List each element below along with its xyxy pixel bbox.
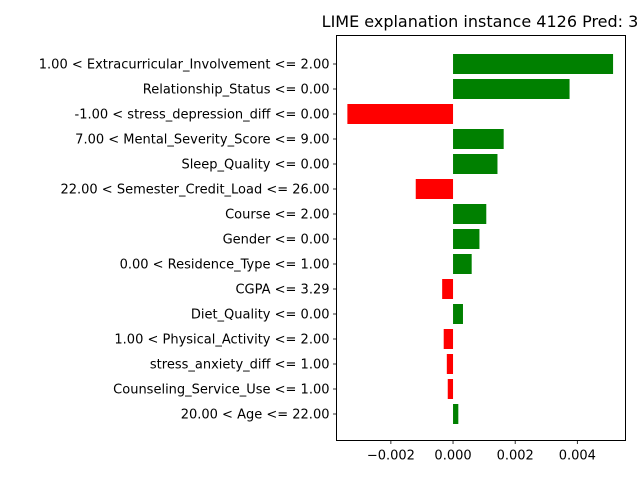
x-tick-label: 0.000: [434, 449, 471, 464]
x-ticks: −0.002 0.000 0.002 0.004: [367, 440, 596, 464]
x-tick-label: 0.002: [497, 449, 534, 464]
bar: [446, 354, 454, 374]
axes-frame: [336, 35, 626, 441]
y-tick-label: 0.00 < Residence_Type <= 1.00: [120, 258, 330, 273]
y-tick-labels: 1.00 < Extracurricular_Involvement <= 2.…: [39, 58, 337, 423]
bar: [453, 254, 472, 274]
bar: [453, 154, 498, 174]
bar: [453, 54, 614, 74]
y-tick-label: Diet_Quality <= 0.00: [191, 308, 330, 323]
bars-group: [347, 54, 614, 424]
y-tick-label: 1.00 < Extracurricular_Involvement <= 2.…: [39, 58, 330, 73]
y-tick-label: Course <= 2.00: [225, 208, 329, 223]
bar: [453, 204, 487, 224]
y-tick-label: 22.00 < Semester_Credit_Load <= 26.00: [60, 183, 329, 198]
bar: [443, 329, 454, 349]
y-tick-label: Sleep_Quality <= 0.00: [181, 158, 329, 173]
y-tick-label: CGPA <= 3.29: [235, 283, 329, 298]
y-tick-label: 20.00 < Age <= 22.00: [181, 408, 330, 423]
y-tick-label: 7.00 < Mental_Severity_Score <= 9.00: [75, 133, 329, 148]
bar: [442, 279, 454, 299]
bar: [453, 79, 570, 99]
x-tick-label: −0.002: [367, 449, 415, 464]
y-tick-label: -1.00 < stress_depression_diff <= 0.00: [75, 108, 330, 123]
bar: [453, 304, 463, 324]
y-tick-label: Gender <= 0.00: [223, 233, 330, 248]
y-tick-label: Relationship_Status <= 0.00: [143, 83, 330, 98]
bar: [453, 404, 459, 424]
bar: [453, 229, 480, 249]
y-tick-label: stress_anxiety_diff <= 1.00: [150, 358, 330, 373]
chart-title: LIME explanation instance 4126 Pred: 3: [322, 12, 639, 31]
bar: [415, 179, 454, 199]
bar: [453, 129, 504, 149]
bar: [347, 104, 454, 124]
y-tick-label: Counseling_Service_Use <= 1.00: [113, 383, 329, 398]
x-tick-label: 0.004: [559, 449, 596, 464]
bar: [447, 379, 454, 399]
y-tick-label: 1.00 < Physical_Activity <= 2.00: [114, 333, 329, 348]
